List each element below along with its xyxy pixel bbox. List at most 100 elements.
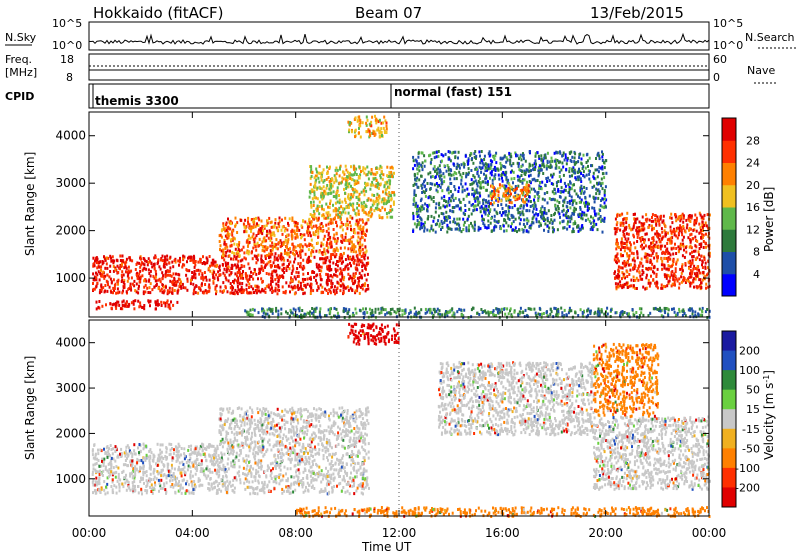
scatter-cell (543, 156, 546, 160)
scatter-cell (458, 228, 461, 232)
scatter-cell (139, 265, 142, 269)
scatter-cell (279, 245, 282, 249)
scatter-cell (321, 204, 323, 208)
scatter-cell (514, 188, 517, 192)
scatter-cell (352, 193, 355, 197)
scatter-cell (347, 120, 350, 124)
scatter-cell (484, 225, 487, 229)
scatter-cell (570, 195, 573, 199)
scatter-cell (353, 183, 356, 186)
scatter-cell (380, 171, 383, 175)
scatter-cell (555, 151, 558, 155)
scatter-cell (124, 263, 127, 267)
scatter-cell (160, 258, 162, 262)
scatter-cell (420, 163, 423, 167)
scatter-cell (651, 241, 654, 245)
scatter-cell (342, 223, 345, 226)
scatter-cell (601, 159, 604, 162)
scatter-cell (623, 282, 626, 286)
scatter-cell (413, 182, 416, 186)
scatter-cell (328, 206, 331, 209)
scatter-cell (481, 217, 484, 221)
scatter-cell (562, 151, 565, 155)
scatter-cell (218, 240, 221, 243)
scatter-cell (332, 261, 335, 265)
scatter-cell (539, 168, 542, 172)
scatter-cell (361, 236, 364, 240)
scatter-cell (700, 254, 703, 258)
scatter-cell (269, 239, 272, 242)
scatter-cell (92, 256, 95, 260)
scatter-cell (652, 219, 655, 223)
scatter-cell (342, 251, 345, 255)
scatter-cell (352, 282, 355, 286)
freq-unit-label: [MHz] (5, 66, 37, 79)
scatter-cell (171, 280, 174, 284)
scatter-cell (321, 229, 324, 233)
scatter-cell (221, 253, 224, 257)
scatter-cell (333, 233, 336, 237)
scatter-cell (650, 241, 653, 245)
scatter-cell (663, 251, 665, 255)
scatter-cell (544, 218, 547, 222)
scatter-cell (668, 237, 671, 241)
scatter-cell (510, 222, 513, 226)
scatter-cell (248, 277, 251, 281)
scatter-cell (495, 198, 498, 202)
scatter-cell (546, 180, 549, 183)
scatter-cell (690, 281, 693, 285)
scatter-cell (254, 284, 257, 288)
scatter-cell (307, 233, 310, 237)
scatter-cell (194, 272, 197, 276)
scatter-cell (438, 214, 440, 218)
scatter-cell (580, 172, 583, 175)
scatter-cell (671, 282, 674, 286)
scatter-cell (339, 289, 342, 293)
scatter-cell (240, 248, 243, 252)
scatter-cell (629, 246, 632, 250)
scatter-cell (687, 277, 690, 281)
scatter-cell (252, 277, 255, 281)
scatter-cell (182, 254, 185, 258)
scatter-cell (550, 160, 553, 163)
scatter-cell (343, 246, 346, 250)
scatter-cell (284, 238, 287, 242)
scatter-cell (680, 275, 683, 279)
scatter-cell (568, 225, 571, 229)
scatter-cell (332, 195, 335, 198)
scatter-cell (328, 242, 331, 246)
scatter-cell (281, 232, 284, 236)
scatter-cell (650, 219, 653, 223)
scatter-cell (113, 287, 116, 290)
scatter-cell (562, 219, 565, 223)
scatter-cell (387, 175, 390, 178)
scatter-cell (239, 259, 242, 263)
scatter-cell (282, 266, 285, 270)
scatter-cell (620, 254, 623, 258)
scatter-cell (284, 249, 286, 253)
scatter-cell (380, 131, 383, 134)
scatter-cell (440, 174, 443, 178)
scatter-cell (537, 199, 540, 202)
scatter-cell (555, 181, 558, 185)
scatter-cell (371, 193, 374, 197)
scatter-cell (321, 171, 324, 175)
scatter-cell (236, 285, 239, 288)
scatter-cell (617, 245, 620, 249)
scatter-cell (603, 189, 606, 193)
scatter-cell (692, 237, 695, 241)
scatter-cell (155, 279, 158, 283)
scatter-cell (598, 216, 601, 220)
scatter-cell (548, 221, 551, 225)
scatter-cell (568, 185, 571, 189)
scatter-cell (282, 262, 285, 266)
scatter-cell (593, 200, 596, 204)
scatter-cell (424, 202, 427, 206)
scatter-cell (229, 244, 232, 248)
scatter-cell (510, 225, 512, 229)
scatter-cell (380, 307, 383, 311)
scatter-cell (397, 309, 400, 313)
scatter-cell (551, 226, 554, 230)
scatter-cell (377, 187, 380, 190)
scatter-cell (543, 209, 546, 213)
